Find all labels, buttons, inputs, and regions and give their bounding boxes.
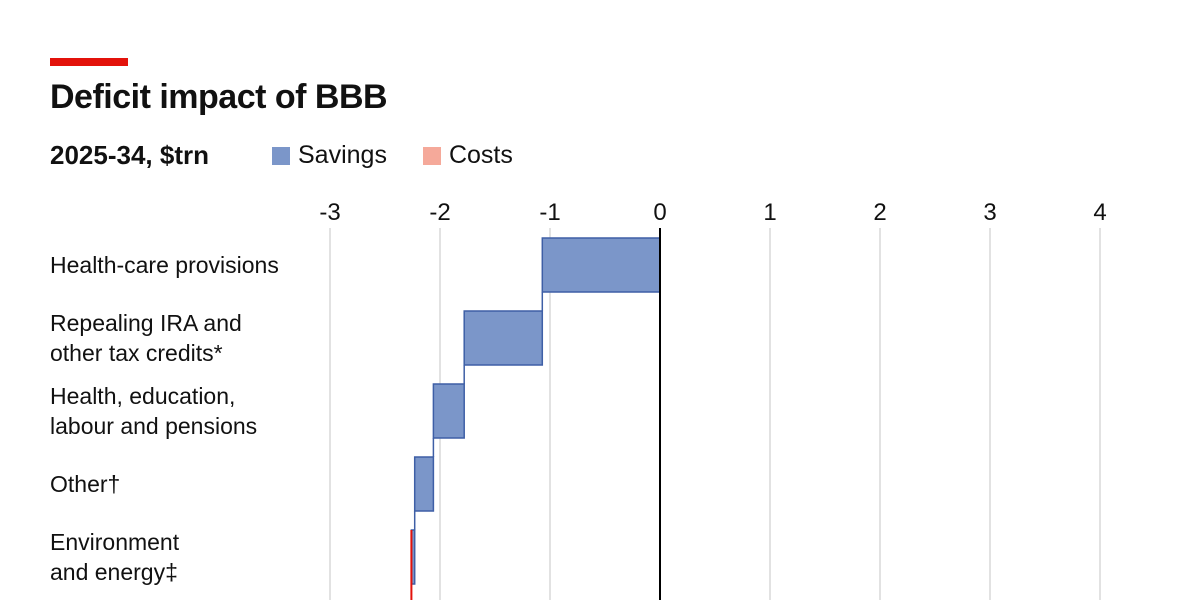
legend-swatch-savings — [272, 146, 290, 165]
x-tick-label: -1 — [539, 199, 560, 226]
legend-item-costs: Costs — [422, 141, 513, 170]
x-tick-label: 2 — [873, 199, 886, 226]
accent-bar — [50, 58, 128, 66]
legend-label-costs: Costs — [448, 141, 513, 169]
category-label: Health-care provisions — [50, 252, 279, 278]
bar-savings — [413, 456, 435, 512]
category-label: and energy‡ — [50, 559, 178, 585]
category-label: other tax credits* — [50, 340, 223, 366]
chart-title: Deficit impact of BBB — [50, 78, 388, 116]
x-tick-label: 1 — [763, 199, 776, 226]
chart-subtitle: 2025-34, $trn — [50, 140, 209, 170]
category-label: Health, education, — [50, 383, 235, 409]
x-tick-label: -3 — [319, 199, 340, 226]
x-tick-label: 3 — [983, 199, 996, 226]
legend-item-savings: Savings — [272, 141, 387, 170]
category-label: Environment — [50, 529, 180, 555]
x-tick-label: 4 — [1093, 199, 1106, 226]
category-label: Other† — [50, 471, 120, 497]
category-label: Repealing IRA and — [50, 310, 242, 336]
legend-swatch-costs — [422, 146, 441, 165]
legend-label-savings: Savings — [298, 141, 387, 169]
bar-savings — [541, 237, 661, 293]
category-label: labour and pensions — [50, 413, 257, 439]
x-tick-label: -2 — [429, 199, 450, 226]
bar-savings — [463, 310, 544, 366]
legend: Savings Costs — [272, 141, 549, 170]
x-tick-label: 0 — [653, 199, 666, 226]
bar-savings — [432, 383, 465, 439]
